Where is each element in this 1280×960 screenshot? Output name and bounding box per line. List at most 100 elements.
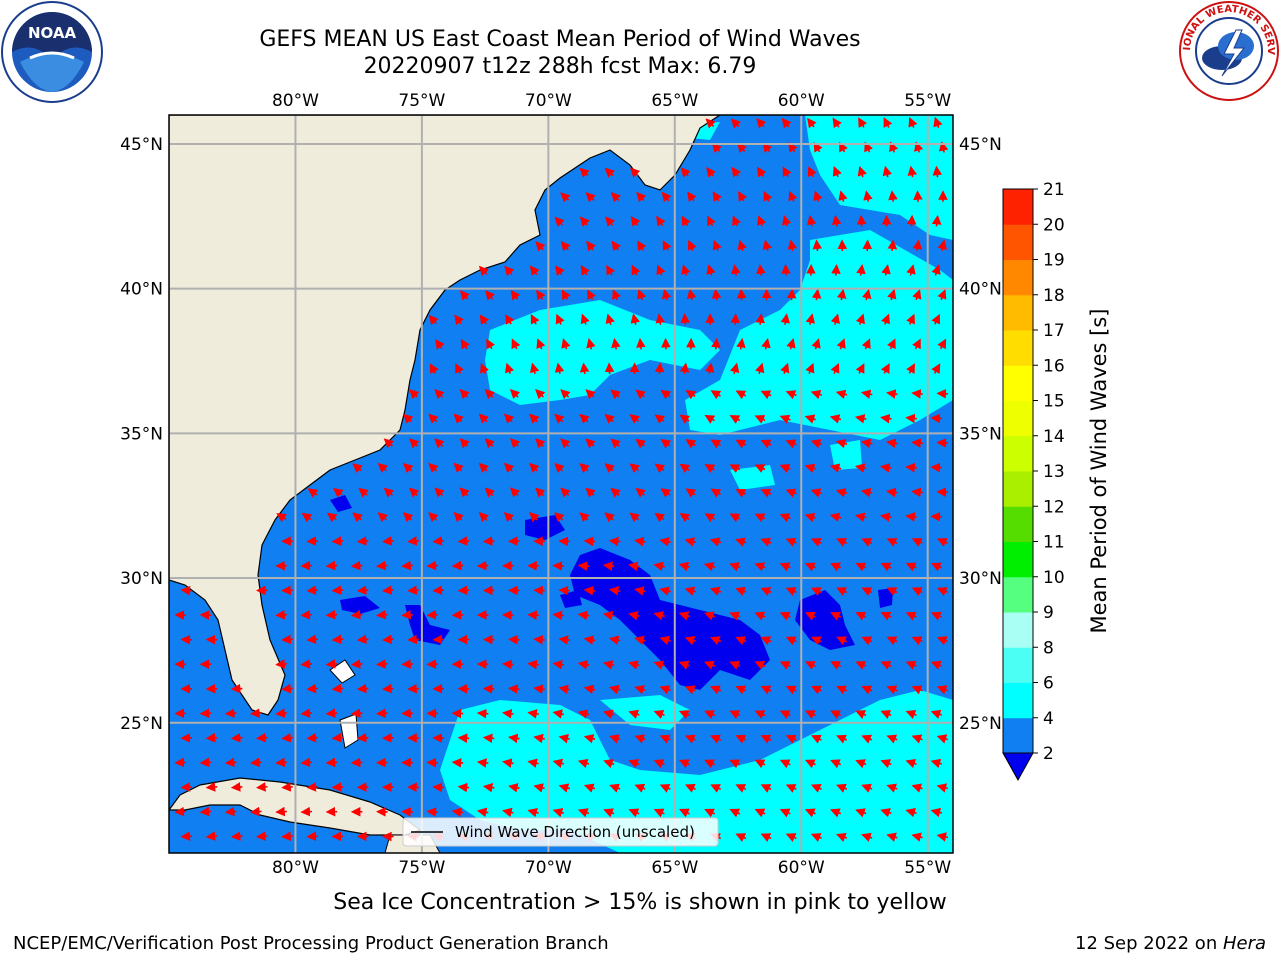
wave-arrow — [502, 758, 514, 768]
wave-arrow — [356, 634, 369, 645]
wave-arrow — [533, 783, 545, 793]
wave-arrow — [610, 389, 621, 400]
wave-arrow — [561, 338, 571, 350]
wave-arrow — [628, 709, 640, 719]
wave-arrow — [579, 216, 590, 227]
wave-arrow — [880, 363, 890, 374]
colorbar-tick-label: 13 — [1043, 462, 1065, 482]
wave-arrow — [678, 710, 690, 719]
wave-arrow — [275, 757, 287, 768]
wave-arrow — [729, 464, 741, 474]
wave-arrow — [662, 240, 672, 251]
wave-arrow — [629, 414, 640, 424]
wave-arrow — [428, 512, 439, 523]
wave-arrow — [886, 587, 898, 597]
wave-arrow — [552, 709, 565, 719]
wave-arrow — [634, 635, 646, 645]
wave-arrow — [509, 438, 521, 449]
wave-arrow — [706, 167, 716, 178]
wave-arrow — [779, 661, 791, 670]
wave-arrow — [838, 190, 848, 202]
wave-arrow — [754, 464, 766, 474]
wave-arrow — [306, 683, 319, 694]
wave-arrow — [306, 585, 319, 596]
wave-arrow — [736, 288, 747, 301]
wave-arrow — [350, 708, 363, 718]
wave-arrow — [831, 214, 842, 227]
wave-arrow — [930, 462, 943, 473]
wave-arrow — [678, 808, 690, 818]
wave-arrow — [703, 562, 716, 572]
wave-arrow — [635, 438, 646, 449]
wave-arrow — [730, 118, 741, 129]
wave-arrow — [811, 338, 821, 350]
wave-arrow — [911, 734, 923, 744]
wave-arrow — [684, 537, 697, 547]
wave-arrow — [906, 264, 916, 276]
wave-arrow — [478, 511, 489, 523]
wave-arrow — [634, 734, 646, 744]
colorbar-tick-label: 4 — [1043, 709, 1054, 729]
wave-arrow — [729, 415, 741, 424]
wave-arrow — [382, 634, 394, 645]
wave-arrow — [735, 784, 747, 793]
wave-arrow — [763, 190, 773, 202]
wave-arrow — [729, 660, 741, 670]
wave-arrow — [230, 831, 243, 841]
wave-arrow — [478, 265, 489, 277]
wave-arrow — [710, 734, 722, 744]
wave-arrow — [810, 439, 823, 449]
wave-arrow — [861, 783, 873, 793]
wave-arrow — [735, 833, 747, 843]
wave-arrow — [680, 167, 691, 178]
wave-arrow — [377, 463, 389, 473]
lon-label-top: 75°W — [398, 91, 445, 111]
wave-arrow — [804, 512, 817, 523]
colorbar-segment — [1003, 682, 1033, 719]
wave-arrow — [886, 538, 898, 547]
wave-arrow — [936, 734, 949, 744]
wave-arrow — [426, 560, 439, 571]
wave-arrow — [786, 338, 796, 350]
wave-arrow — [631, 264, 641, 276]
wave-arrow — [804, 562, 816, 572]
wave-arrow — [813, 190, 823, 202]
wave-arrow — [931, 264, 941, 276]
wave-arrow — [608, 586, 621, 596]
wave-arrow — [855, 313, 865, 325]
wave-arrow — [886, 685, 898, 695]
wave-arrow — [529, 511, 540, 523]
colorbar-segment — [1003, 506, 1033, 542]
wave-arrow — [912, 239, 923, 252]
wave-arrow — [459, 388, 470, 400]
wave-arrow — [829, 414, 842, 424]
wave-arrow — [608, 536, 621, 547]
wave-arrow — [350, 659, 363, 669]
wave-arrow — [711, 142, 722, 154]
wave-arrow — [936, 438, 949, 448]
wave-arrow — [408, 438, 420, 449]
wave-arrow — [661, 288, 672, 301]
wave-arrow — [560, 240, 571, 252]
wave-arrow — [804, 808, 816, 818]
wave-arrow — [402, 413, 414, 424]
wave-arrow — [358, 487, 369, 498]
wave-arrow — [554, 462, 565, 473]
wave-arrow — [635, 487, 646, 498]
wave-arrow — [931, 363, 941, 374]
lon-label-bottom: 75°W — [398, 858, 445, 878]
colorbar-segment — [1003, 647, 1033, 683]
wave-arrow — [735, 685, 747, 695]
wave-arrow — [861, 734, 873, 744]
wave-arrow — [737, 142, 748, 153]
wave-arrow — [535, 388, 546, 400]
wave-arrow — [451, 807, 464, 817]
colorbar-tick-label: 18 — [1043, 286, 1065, 306]
wave-arrow — [835, 389, 848, 400]
wave-arrow — [832, 166, 842, 178]
wave-arrow — [805, 661, 816, 670]
wave-arrow — [855, 611, 867, 621]
wave-arrow — [634, 783, 646, 793]
wave-arrow — [653, 611, 665, 621]
lat-label-left: 45°N — [120, 135, 163, 155]
